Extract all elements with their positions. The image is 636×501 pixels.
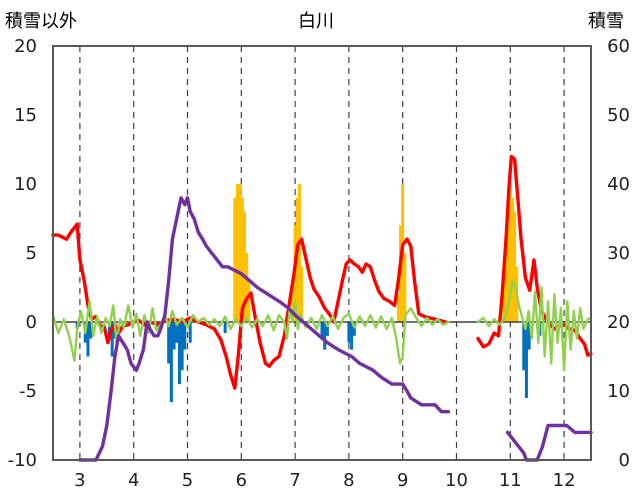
- bar: [347, 322, 351, 343]
- y-right-tick-label: 0: [619, 450, 630, 471]
- x-tick-label: 12: [553, 470, 576, 491]
- bar: [188, 322, 192, 343]
- y-right-tick-label: 40: [607, 174, 630, 195]
- bar: [180, 322, 184, 371]
- plot-area: [52, 45, 592, 461]
- bar: [167, 322, 171, 364]
- x-tick-label: 10: [445, 470, 468, 491]
- bar: [243, 211, 247, 322]
- bar: [183, 322, 187, 350]
- bar: [172, 322, 176, 350]
- x-tick-label: 7: [289, 470, 300, 491]
- y-right-tick-label: 10: [607, 381, 630, 402]
- y-right-tick-label: 50: [607, 105, 630, 126]
- y-left-tick-label: 20: [14, 36, 37, 57]
- bar: [320, 322, 324, 339]
- right-axis-title: 積雪: [588, 11, 624, 32]
- bar: [513, 211, 517, 322]
- bar: [177, 322, 181, 385]
- bar: [504, 253, 508, 322]
- plot-frame: [52, 45, 592, 461]
- bar: [350, 322, 354, 350]
- bar: [352, 322, 356, 336]
- series-line: [51, 279, 593, 372]
- bar: [245, 253, 249, 322]
- y-left-tick-label: 5: [26, 243, 37, 264]
- bar: [527, 322, 531, 350]
- x-tick-label: 5: [182, 470, 193, 491]
- bar: [247, 280, 251, 322]
- x-tick-label: 8: [343, 470, 354, 491]
- series-lines: [51, 154, 593, 462]
- chart-title: 白川: [298, 11, 334, 32]
- x-tick-label: 9: [397, 470, 408, 491]
- x-tick-label: 6: [236, 470, 247, 491]
- bar: [522, 322, 526, 371]
- bar: [238, 184, 242, 322]
- tick-labels: 3 4 5 6 7 8 9 10 11 12 -10 -5 0 5 10 15 20 0 10 20 30 40 50 60: [8, 36, 630, 491]
- bar: [86, 322, 90, 357]
- y-right-tick-label: 20: [607, 312, 630, 333]
- y-left-tick-label: -10: [8, 450, 37, 471]
- y-right-tick-label: 60: [607, 36, 630, 57]
- bar: [508, 184, 512, 322]
- gridlines: [79, 46, 565, 460]
- x-tick-label: 11: [499, 470, 522, 491]
- bar: [107, 322, 111, 336]
- series-line: [78, 196, 593, 462]
- x-tick-label: 3: [74, 470, 85, 491]
- bar: [325, 322, 329, 336]
- bar: [524, 322, 528, 398]
- bar: [506, 225, 510, 322]
- bar: [175, 322, 179, 343]
- bar: [300, 266, 304, 322]
- bar: [403, 253, 407, 322]
- y-left-tick-label: 15: [14, 105, 37, 126]
- bar: [169, 322, 173, 403]
- y-left-tick-label: -5: [19, 381, 37, 402]
- x-tick-label: 4: [128, 470, 139, 491]
- bar: [323, 322, 327, 350]
- bar: [396, 294, 400, 322]
- bar: [233, 197, 237, 322]
- bar: [89, 322, 93, 339]
- bar: [223, 322, 227, 334]
- bar: [110, 322, 114, 357]
- bar: [291, 294, 295, 322]
- y-left-tick-label: 0: [26, 312, 37, 333]
- bar: [502, 280, 506, 322]
- bar: [297, 184, 301, 322]
- bar: [510, 197, 514, 322]
- bar: [236, 184, 240, 322]
- y-right-tick-label: 30: [607, 243, 630, 264]
- bar: [240, 197, 244, 322]
- y-left-tick-label: 10: [14, 174, 37, 195]
- left-axis-title: 積雪以外: [5, 11, 77, 32]
